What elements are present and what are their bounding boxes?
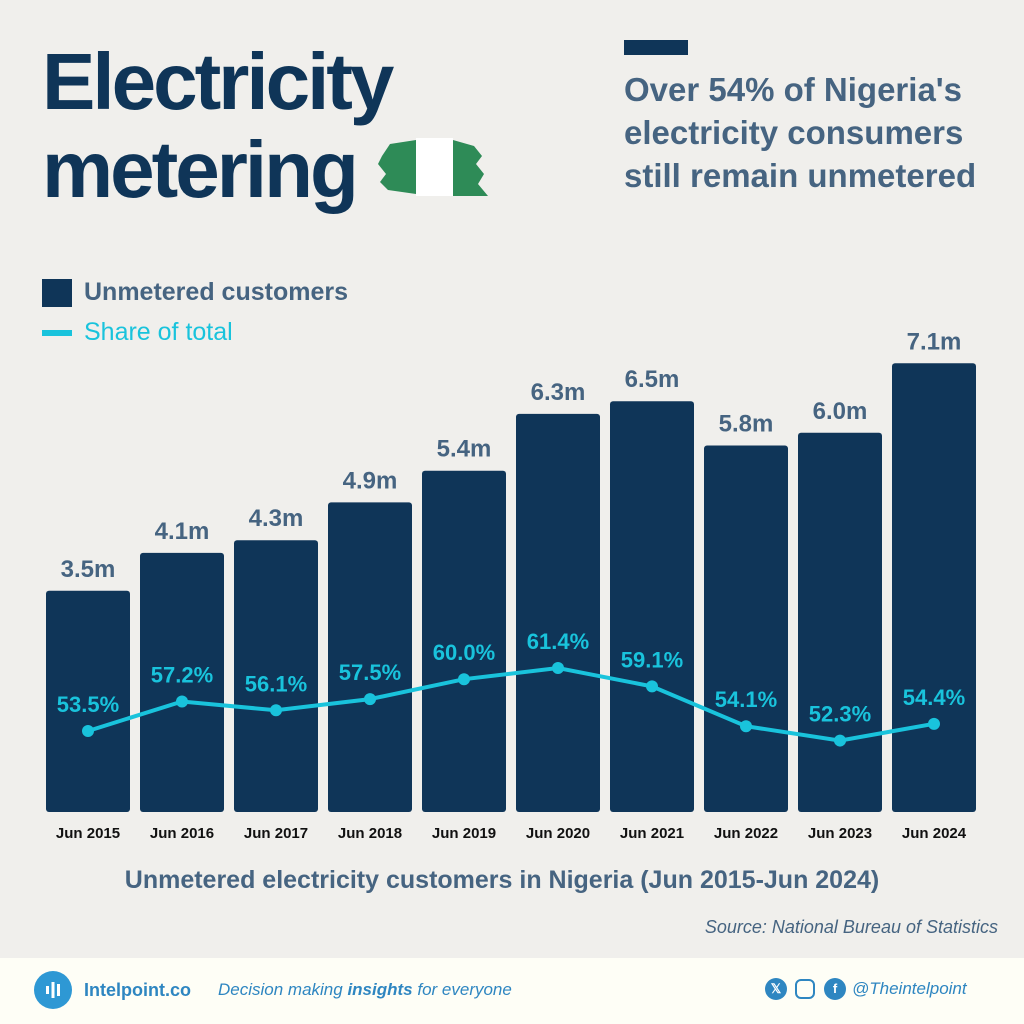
bar [704, 445, 788, 812]
x-tick-label: Jun 2022 [714, 825, 778, 842]
line-value-label: 57.2% [151, 663, 213, 688]
line-point [458, 673, 470, 686]
bar-value-label: 6.3m [531, 379, 586, 406]
x-tick-label: Jun 2015 [56, 825, 120, 842]
line-point [364, 693, 376, 706]
bar-value-label: 4.9m [343, 467, 398, 494]
bar [892, 363, 976, 812]
line-point [176, 695, 188, 708]
legend-bars: Unmetered customers [42, 278, 348, 308]
accent-bar [624, 40, 688, 55]
bar-value-label: 4.1m [155, 518, 210, 545]
line-value-label: 57.5% [339, 660, 401, 685]
line-point [270, 704, 282, 717]
bar [328, 502, 412, 812]
legend-swatch-line [42, 330, 72, 337]
legend-swatch-bar [42, 279, 72, 308]
line-value-label: 61.4% [527, 629, 589, 654]
bar [610, 401, 694, 812]
tagline: Decision making insights for everyone [218, 980, 512, 1000]
facebook-icon[interactable]: f [824, 978, 846, 1000]
bar [798, 432, 882, 812]
line-point [834, 734, 846, 747]
bar-value-label: 5.8m [719, 410, 774, 437]
page-title: Electricity metering [42, 37, 394, 214]
bar-value-label: 7.1m [907, 328, 962, 355]
line-point [928, 717, 940, 730]
tagline-pre: Decision making [218, 980, 348, 999]
chart: 3.5m Jun 2015 4.1m Jun 2016 4.3m Jun 2017 4.9m… [46, 328, 976, 842]
instagram-icon[interactable] [795, 979, 815, 999]
nigeria-flag-icon [378, 138, 488, 196]
bar-value-label: 3.5m [61, 556, 116, 583]
line-value-label: 53.5% [57, 692, 119, 717]
line-point [740, 720, 752, 733]
bar-value-label: 5.4m [437, 436, 492, 463]
bar [422, 470, 506, 812]
line-value-label: 56.1% [245, 671, 307, 696]
bar [234, 540, 318, 812]
tagline-bold: insights [347, 980, 413, 999]
line-point [82, 725, 94, 737]
x-tick-label: Jun 2018 [338, 825, 402, 842]
brand-name[interactable]: Intelpoint.co [84, 980, 191, 1000]
line-value-label: 52.3% [809, 702, 871, 727]
legend-bars-label: Unmetered customers [84, 278, 348, 306]
x-tick-label: Jun 2019 [432, 825, 496, 842]
source: Source: National Bureau of Statistics [704, 917, 998, 937]
bar-value-label: 6.0m [813, 398, 868, 425]
legend-line: Share of total [42, 318, 233, 347]
footer: Intelpoint.co Decision making insights f… [0, 958, 1024, 1024]
bar-value-label: 4.3m [249, 505, 304, 532]
line-point [552, 662, 564, 675]
line-point [646, 680, 658, 693]
social-handle[interactable]: @Theintelpoint [852, 979, 967, 998]
title-line-1: Electricity [42, 37, 394, 126]
x-tick-label: Jun 2020 [526, 825, 590, 842]
bar-value-label: 6.5m [625, 366, 680, 393]
line-value-label: 54.4% [903, 685, 965, 710]
x-tick-label: Jun 2023 [808, 825, 872, 842]
x-tick-label: Jun 2024 [902, 825, 967, 842]
share-line [87, 666, 935, 743]
line-value-label: 60.0% [433, 640, 495, 665]
x-icon[interactable]: 𝕏 [765, 978, 787, 1000]
tagline-post: for everyone [412, 980, 512, 999]
bar [516, 413, 600, 812]
bar [140, 552, 224, 812]
x-tick-label: Jun 2021 [620, 825, 684, 842]
line-value-label: 59.1% [621, 647, 683, 672]
x-tick-label: Jun 2017 [244, 825, 308, 842]
title-line-2: metering [42, 125, 359, 214]
bar [46, 590, 130, 812]
x-tick-label: Jun 2016 [150, 825, 214, 842]
intelpoint-logo-icon [34, 971, 72, 1009]
subtitle: Over 54% of Nigeria's electricity consum… [624, 71, 977, 194]
line-value-label: 54.1% [715, 687, 777, 712]
chart-title: Unmetered electricity customers in Niger… [124, 866, 880, 894]
legend-line-label: Share of total [84, 318, 233, 346]
